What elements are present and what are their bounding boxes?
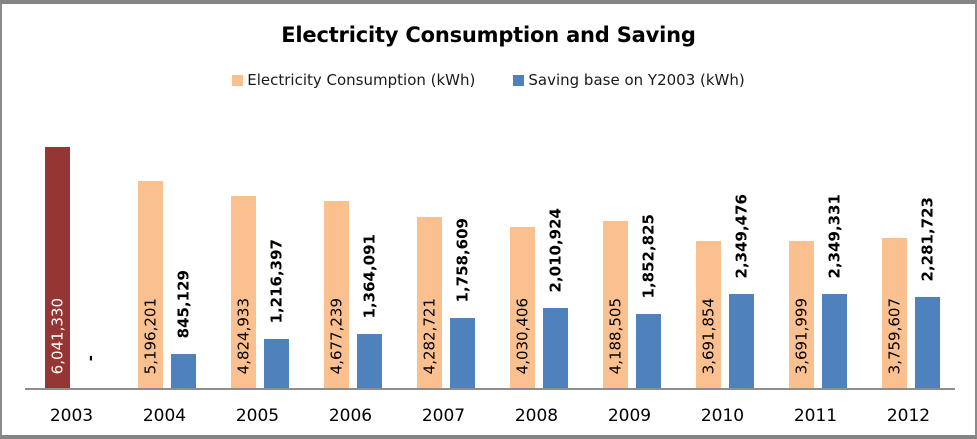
label-saving-2005: 1,216,397 — [267, 238, 285, 323]
label-consumption-2006: 4,677,239 — [327, 297, 345, 374]
x-label-2003: 2003 — [49, 406, 94, 426]
label-consumption-2003: 6,041,330 — [48, 297, 66, 374]
label-saving-2010: 2,349,476 — [732, 193, 750, 278]
saving-swatch-icon — [513, 74, 525, 86]
bar-consumption-2009 — [603, 221, 628, 388]
label-consumption-2011: 3,691,999 — [792, 297, 810, 374]
bar-consumption-2011 — [789, 241, 814, 388]
bar-consumption-2003 — [45, 147, 70, 388]
label-consumption-2009: 4,188,505 — [606, 297, 624, 374]
label-saving-2011: 2,349,331 — [825, 193, 843, 278]
bar-saving-2006 — [357, 334, 382, 388]
x-label-2007: 2007 — [421, 406, 466, 426]
label-consumption-2008: 4,030,406 — [513, 297, 531, 374]
label-saving-2006: 1,364,091 — [360, 233, 378, 318]
label-consumption-2005: 4,824,933 — [234, 297, 252, 374]
x-label-2005: 2005 — [235, 406, 280, 426]
legend-item-consumption: Electricity Consumption (kWh) — [232, 71, 475, 89]
bar-saving-2010 — [729, 294, 754, 388]
x-axis-labels: 2003 2004 2005 2006 2007 2008 2009 2010 2011 2012 — [25, 406, 955, 430]
bar-saving-2011 — [822, 294, 847, 388]
bar-consumption-2004 — [138, 181, 163, 388]
bar-consumption-2007 — [417, 217, 442, 388]
x-label-2011: 2011 — [793, 406, 838, 426]
bar-saving-2008 — [543, 308, 568, 388]
bar-consumption-2008 — [510, 227, 535, 388]
chart-title: Electricity Consumption and Saving — [281, 23, 696, 47]
x-label-2012: 2012 — [886, 406, 931, 426]
consumption-swatch-icon — [232, 74, 244, 86]
x-label-2004: 2004 — [142, 406, 187, 426]
label-saving-2007: 1,758,609 — [453, 217, 471, 302]
label-consumption-2012: 3,759,607 — [885, 297, 903, 374]
label-saving-2003: - — [81, 354, 99, 361]
legend-label-consumption: Electricity Consumption (kWh) — [247, 71, 476, 89]
bar-consumption-2012 — [882, 238, 907, 388]
label-saving-2012: 2,281,723 — [918, 196, 936, 281]
label-consumption-2007: 4,282,721 — [420, 297, 438, 374]
bar-consumption-2010 — [696, 241, 721, 388]
bar-saving-2007 — [450, 318, 475, 388]
legend-label-saving: Saving base on Y2003 (kWh) — [528, 71, 745, 89]
bar-saving-2009 — [636, 314, 661, 388]
x-label-2006: 2006 — [328, 406, 373, 426]
label-saving-2008: 2,010,924 — [546, 207, 564, 292]
bar-consumption-2006 — [324, 201, 349, 388]
bar-consumption-2005 — [231, 196, 256, 388]
x-label-2010: 2010 — [700, 406, 745, 426]
bar-saving-2012 — [915, 297, 940, 388]
label-saving-2009: 1,852,825 — [639, 213, 657, 298]
plot-area: 6,041,330 - 5,196,201 845,129 4,824,933 1,216… — [25, 147, 955, 390]
legend-item-saving: Saving base on Y2003 (kWh) — [513, 71, 745, 89]
bar-saving-2004 — [171, 354, 196, 388]
x-label-2009: 2009 — [607, 406, 652, 426]
label-consumption-2010: 3,691,854 — [699, 297, 717, 374]
label-consumption-2004: 5,196,201 — [141, 297, 159, 374]
legend: Electricity Consumption (kWh) Saving bas… — [2, 71, 975, 89]
x-label-2008: 2008 — [514, 406, 559, 426]
label-saving-2004: 845,129 — [174, 269, 192, 338]
bar-saving-2005 — [264, 339, 289, 388]
